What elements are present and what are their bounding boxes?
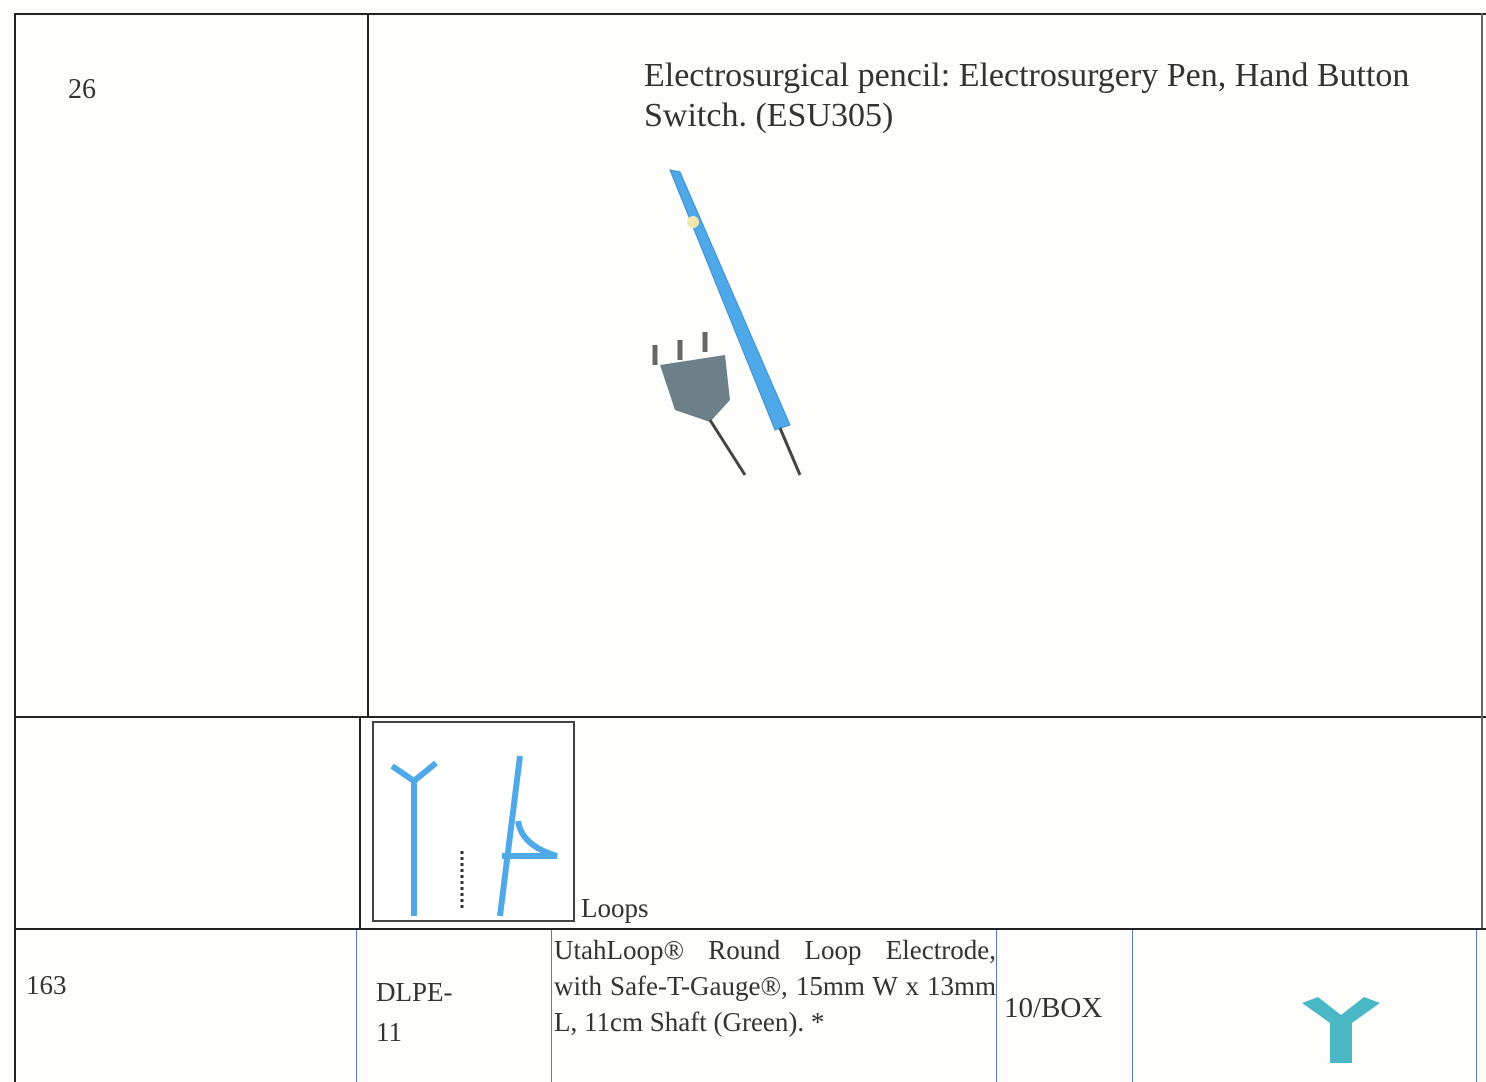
pen-image bbox=[652, 169, 802, 476]
rule bbox=[14, 716, 1486, 718]
rule bbox=[359, 716, 361, 930]
item-code: DLPE-11 bbox=[376, 977, 453, 1047]
rule bbox=[356, 930, 357, 1082]
item-number: 163 bbox=[26, 970, 67, 1000]
rule bbox=[1476, 930, 1477, 1082]
rule bbox=[996, 930, 997, 1082]
rule bbox=[14, 928, 1486, 930]
loops-image-frame bbox=[372, 721, 575, 922]
item-description: Electrosurgical pencil: Electrosurgery P… bbox=[644, 57, 1410, 134]
rule bbox=[14, 13, 16, 1082]
rule bbox=[1132, 930, 1133, 1082]
loops-caption: Loops bbox=[581, 893, 649, 923]
item-number: 26 bbox=[68, 74, 96, 105]
rule bbox=[1481, 13, 1483, 930]
rule bbox=[14, 13, 1486, 15]
item-pack: 10/BOX bbox=[1004, 992, 1103, 1024]
loop-image bbox=[1302, 997, 1380, 1063]
item-description: UtahLoop® Round Loop Electrode, with Saf… bbox=[554, 935, 996, 1037]
rule bbox=[367, 13, 369, 718]
rule bbox=[551, 930, 552, 1082]
loops-image bbox=[390, 755, 558, 917]
